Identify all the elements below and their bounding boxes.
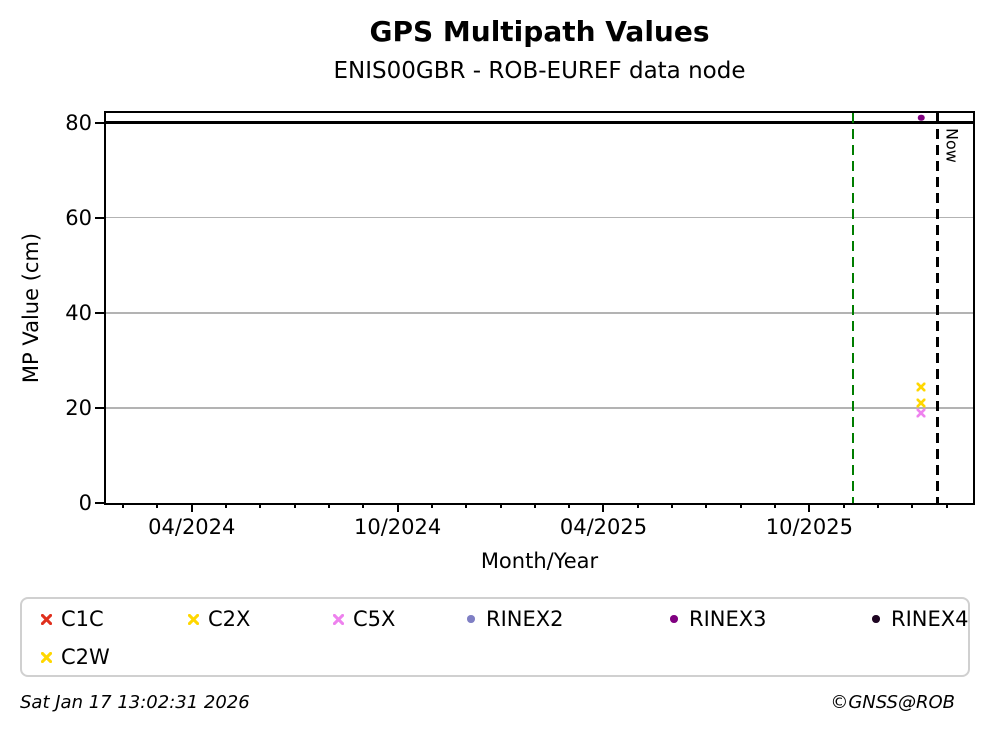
c1c-marker-icon [40, 613, 52, 625]
c2w-marker-icon [40, 651, 52, 663]
data-point-C2W [916, 392, 926, 408]
x-minor-tick-mark [774, 503, 777, 508]
y-tick-label: 60 [65, 205, 92, 230]
gridline-y20 [106, 407, 973, 409]
x-minor-tick-mark [842, 503, 845, 508]
rinex2-marker-icon [465, 615, 477, 623]
legend-label-rinex3: RINEX3 [689, 607, 767, 631]
legend-label-rinex4: RINEX4 [891, 607, 969, 631]
chart-title: GPS Multipath Values [369, 15, 710, 48]
legend-item-c1c: C1C [40, 606, 104, 632]
x-minor-tick-mark [293, 503, 296, 508]
copyright-text: ©GNSS@ROB [830, 692, 955, 713]
x-minor-tick-mark [156, 503, 159, 508]
x-minor-tick-mark [533, 503, 536, 508]
legend-item-rinex2: RINEX2 [465, 606, 564, 632]
legend-label-c5x: C5X [353, 607, 396, 631]
x-tick-label: 04/2025 [559, 515, 648, 539]
x-minor-tick-mark [705, 503, 708, 508]
x-minor-tick-mark [122, 503, 125, 508]
x-minor-tick-mark [465, 503, 468, 508]
rinex3-marker-icon [668, 615, 680, 623]
last-data-line [851, 113, 855, 503]
rinex2-dot-icon [467, 615, 475, 623]
x-minor-tick-mark [636, 503, 639, 508]
x-axis-label: Month/Year [480, 549, 599, 573]
x-minor-tick-mark [671, 503, 674, 508]
data-point-RINEX3 [917, 114, 925, 121]
plot-area: Now [104, 111, 975, 505]
x-major-tick-mark [808, 503, 811, 512]
y-tick-mark [95, 502, 104, 504]
c2x-marker-icon [187, 613, 199, 625]
legend-box: C1C C2X C5X RINEX2 RINEX3 RINEX4 C2W [20, 597, 970, 677]
x-minor-tick-mark [328, 503, 330, 508]
threshold-line-80 [106, 121, 973, 124]
rinex3-dot-icon [917, 114, 925, 121]
legend-item-c5x: C5X [332, 606, 395, 632]
data-point-C2X [916, 376, 926, 392]
x-minor-tick-mark [911, 503, 914, 508]
data-point-C5X [916, 402, 926, 418]
y-tick-mark [95, 311, 104, 314]
x-major-tick-mark [190, 503, 193, 512]
legend-label-rinex2: RINEX2 [486, 607, 564, 631]
gridline-y60 [106, 216, 973, 219]
y-tick-mark [95, 216, 104, 219]
legend-item-c2w: C2W [40, 644, 110, 670]
legend-item-rinex3: RINEX3 [668, 606, 767, 632]
x-minor-tick-mark [259, 503, 262, 508]
x-minor-tick-mark [499, 503, 502, 508]
x-minor-tick-mark [945, 503, 948, 508]
x-minor-tick-mark [739, 503, 742, 508]
x-tick-label: 04/2024 [148, 515, 236, 539]
y-tick-mark [95, 121, 104, 124]
x-tick-label: 10/2024 [354, 515, 442, 539]
chart-subtitle: ENIS00GBR - ROB-EUREF data node [333, 58, 746, 84]
rinex3-dot-icon [670, 615, 678, 623]
now-line [936, 113, 939, 503]
c5x-marker-icon [332, 613, 344, 625]
timestamp-text: Sat Jan 17 13:02:31 2026 [20, 692, 250, 713]
x-tick-label: 10/2025 [765, 515, 853, 539]
x-minor-tick-mark [876, 503, 879, 508]
x-minor-tick-mark [568, 503, 571, 508]
y-tick-label: 0 [78, 491, 92, 515]
legend-label-c1c: C1C [61, 607, 104, 631]
now-line-label: Now [942, 128, 962, 163]
rinex4-marker-icon [870, 615, 882, 623]
x-major-tick-mark [396, 503, 399, 512]
legend-label-c2x: C2X [208, 607, 251, 631]
y-tick-label: 80 [65, 110, 92, 135]
y-tick-label: 40 [65, 300, 92, 325]
y-tick-mark [95, 406, 104, 409]
y-tick-label: 20 [65, 395, 92, 420]
legend-item-c2x: C2X [187, 606, 250, 632]
x-minor-tick-mark [225, 503, 228, 508]
x-minor-tick-mark [362, 503, 365, 508]
x-minor-tick-mark [430, 503, 433, 508]
x-major-tick-mark [602, 503, 605, 512]
gridline-y40 [106, 312, 973, 314]
rinex4-dot-icon [872, 615, 880, 623]
legend-label-c2w: C2W [61, 645, 110, 669]
legend-item-rinex4: RINEX4 [870, 606, 969, 632]
